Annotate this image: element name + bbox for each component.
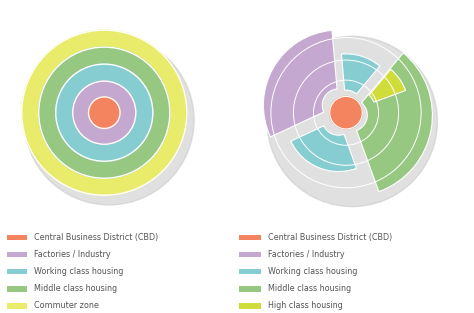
- Circle shape: [89, 97, 120, 128]
- Text: Working class housing: Working class housing: [34, 267, 124, 276]
- Text: Central Business District (CBD): Central Business District (CBD): [268, 233, 392, 242]
- Bar: [7, 269, 27, 275]
- Bar: [7, 303, 27, 309]
- Bar: [239, 286, 261, 291]
- Bar: [7, 286, 27, 291]
- Text: Middle class housing: Middle class housing: [34, 285, 118, 293]
- Circle shape: [39, 47, 170, 178]
- Wedge shape: [264, 30, 337, 137]
- Circle shape: [56, 64, 153, 161]
- Bar: [7, 235, 27, 240]
- Text: Factories / Industry: Factories / Industry: [34, 250, 111, 259]
- Text: Factories / Industry: Factories / Industry: [268, 250, 345, 259]
- Wedge shape: [341, 54, 380, 94]
- Wedge shape: [291, 126, 356, 172]
- Wedge shape: [369, 69, 406, 102]
- Text: Middle class housing: Middle class housing: [268, 285, 351, 293]
- Circle shape: [330, 96, 362, 129]
- Circle shape: [267, 36, 438, 207]
- Circle shape: [73, 81, 136, 144]
- Bar: [239, 252, 261, 257]
- Text: Central Business District (CBD): Central Business District (CBD): [34, 233, 159, 242]
- Bar: [7, 252, 27, 257]
- Wedge shape: [356, 53, 432, 192]
- Circle shape: [22, 30, 187, 195]
- Bar: [239, 269, 261, 275]
- Text: Commuter zone: Commuter zone: [34, 301, 99, 310]
- Text: Working class housing: Working class housing: [268, 267, 357, 276]
- Circle shape: [24, 35, 194, 205]
- Bar: [239, 303, 261, 309]
- Text: High class housing: High class housing: [268, 301, 343, 310]
- Bar: [239, 235, 261, 240]
